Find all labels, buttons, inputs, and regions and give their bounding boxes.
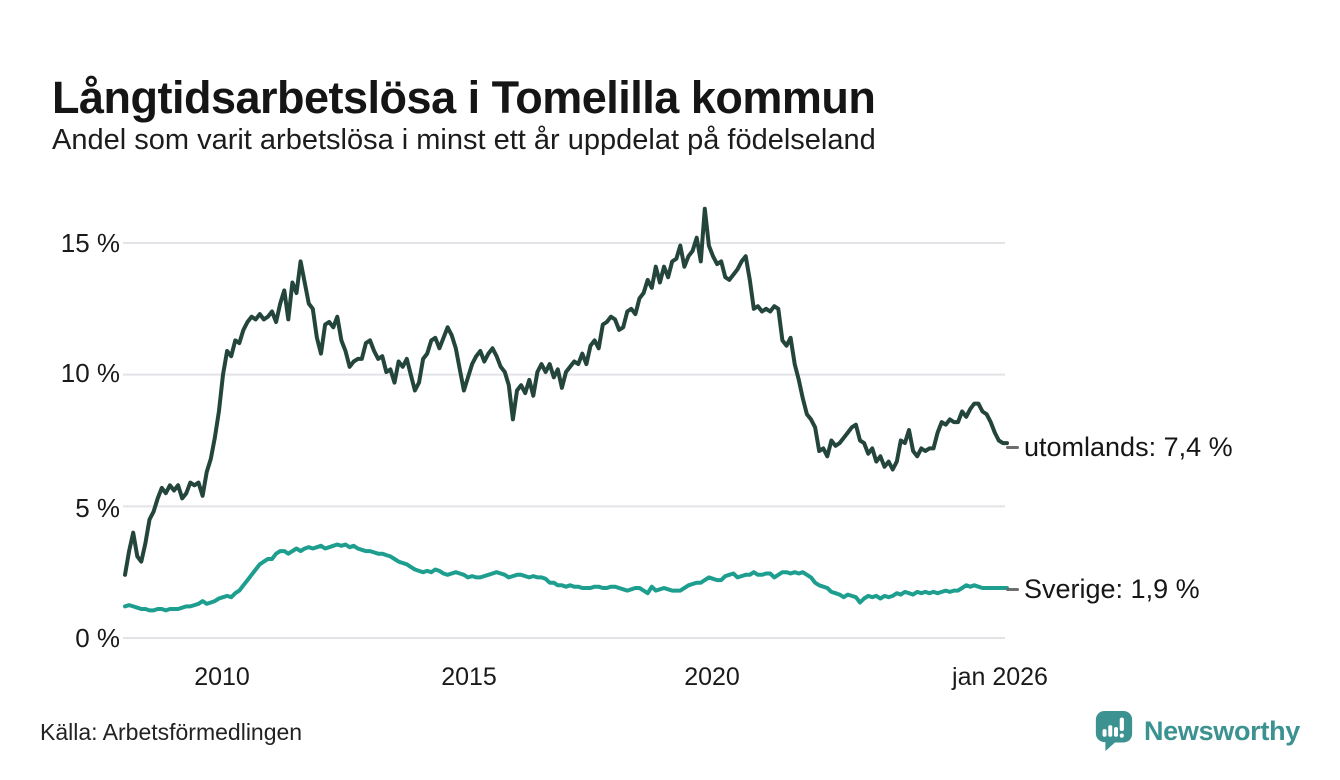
label-connector-dash <box>1006 445 1019 449</box>
y-axis-tick-0: 0 % <box>75 623 120 653</box>
newsworthy-logo: Newsworthy <box>1093 708 1300 754</box>
y-axis-tick-10: 10 % <box>60 358 120 388</box>
x-axis-tick-2020: 2020 <box>684 663 740 691</box>
series-end-label-utomlands-text: utomlands: 7,4 % <box>1024 432 1233 462</box>
y-axis-tick-15: 15 % <box>60 228 120 258</box>
sverige-line <box>123 542 1009 613</box>
x-axis-tick-2010: 2010 <box>194 663 250 691</box>
series-end-label-utomlands: utomlands: 7,4 % <box>1006 429 1233 465</box>
series-end-label-sverige-text: Sverige: 1,9 % <box>1024 574 1200 604</box>
source-credit: Källa: Arbetsförmedlingen <box>40 719 303 745</box>
label-connector-dash <box>1006 587 1019 591</box>
y-axis-tick-5: 5 % <box>75 493 120 523</box>
page-title: Långtidsarbetslösa i Tomelilla kommun <box>52 72 876 124</box>
x-axis-tick-jan-2026: jan 2026 <box>952 663 1048 691</box>
utomlands-line <box>123 206 1009 577</box>
newsworthy-speech-bubble-bar-chart-icon <box>1095 710 1133 752</box>
series-end-label-sverige: Sverige: 1,9 % <box>1006 571 1200 607</box>
x-axis-tick-2015: 2015 <box>441 663 497 691</box>
chart-subtitle: Andel som varit arbetslösa i minst ett å… <box>52 124 876 156</box>
newsworthy-wordmark: Newsworthy <box>1143 715 1300 746</box>
